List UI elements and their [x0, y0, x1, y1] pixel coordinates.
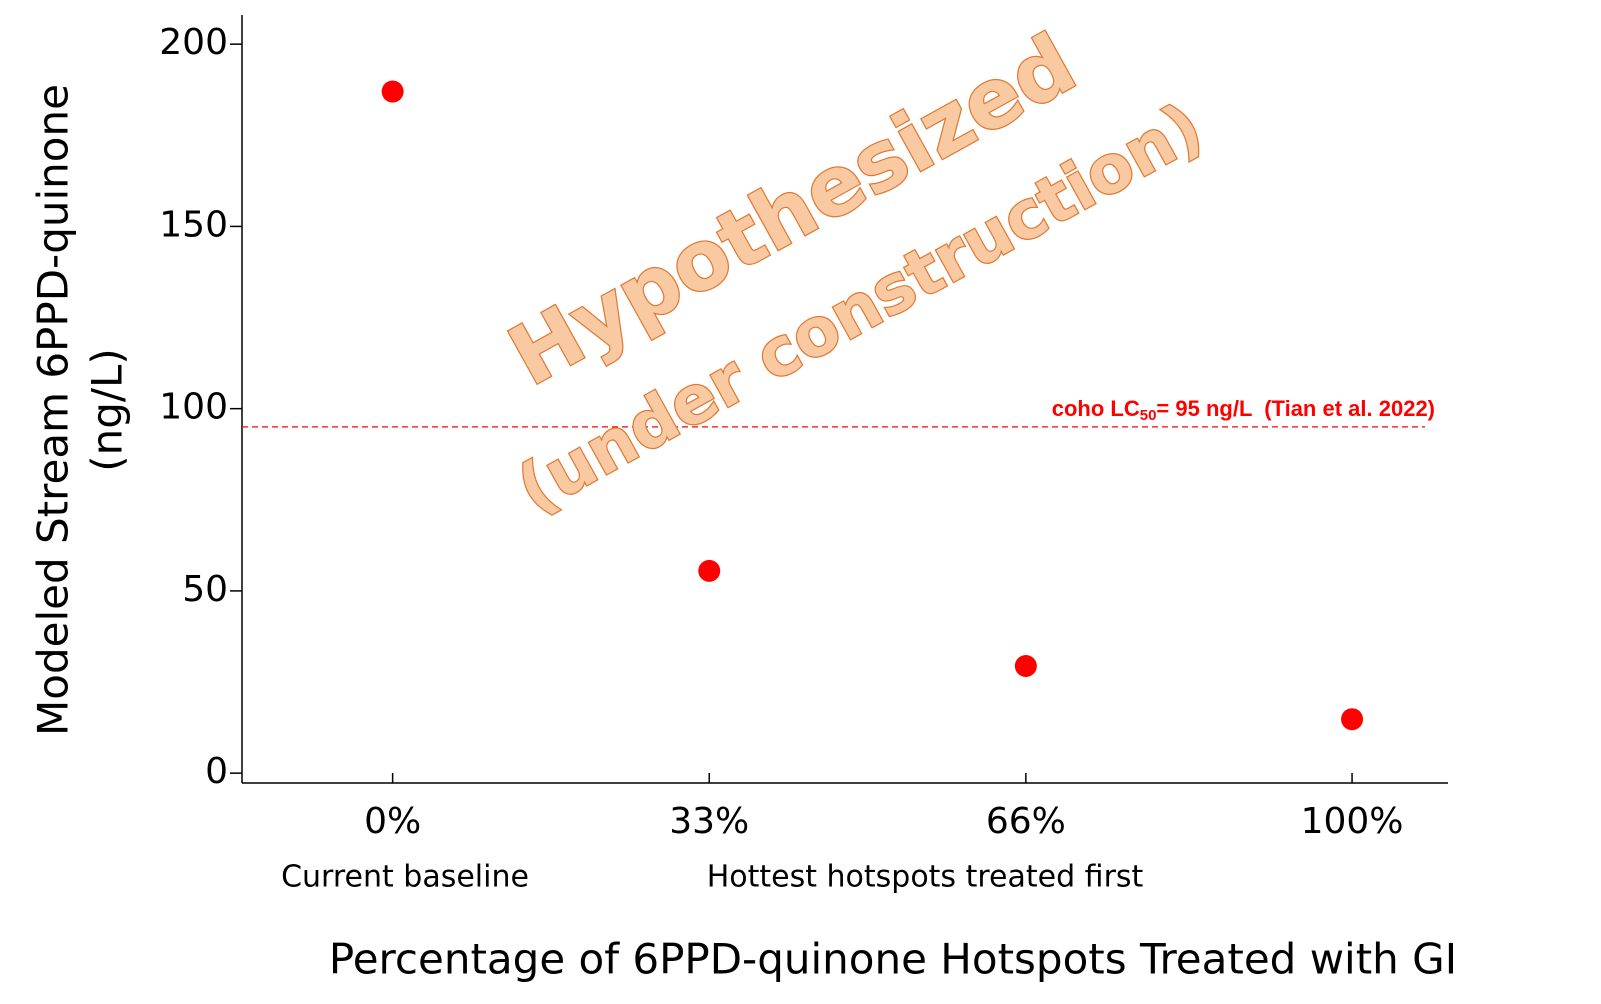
- x-axis-label: Percentage of 6PPD-quinone Hotspots Trea…: [329, 935, 1457, 984]
- data-point: [698, 559, 721, 582]
- y-tick-label: 150: [159, 204, 228, 245]
- reference-label-text: coho LC: [1052, 396, 1140, 421]
- y-tick-label: 100: [159, 387, 228, 428]
- x-tick-label: 33%: [669, 801, 749, 842]
- data-point: [381, 80, 404, 103]
- x-sublabel: Hottest hotspots treated first: [707, 860, 1144, 895]
- reference-label: coho LC50= 95 ng/L (Tian et al. 2022): [1052, 396, 1435, 424]
- x-tick-label: 100%: [1301, 801, 1404, 842]
- y-tick-label: 200: [159, 22, 228, 63]
- data-point: [1341, 708, 1364, 731]
- y-axis-label: (ng/L): [83, 348, 132, 472]
- reference-label-subscript: 50: [1140, 407, 1157, 424]
- y-tick-label: 0: [205, 751, 228, 792]
- y-axis-label: Modeled Stream 6PPD-quinone: [29, 84, 78, 736]
- y-tick-label: 50: [182, 569, 228, 610]
- x-tick-label: 66%: [986, 801, 1066, 842]
- data-point: [1014, 654, 1037, 677]
- x-tick-label: 0%: [364, 801, 421, 842]
- reference-label-suffix: = 95 ng/L (Tian et al. 2022): [1156, 396, 1435, 421]
- x-sublabel: Current baseline: [281, 860, 529, 895]
